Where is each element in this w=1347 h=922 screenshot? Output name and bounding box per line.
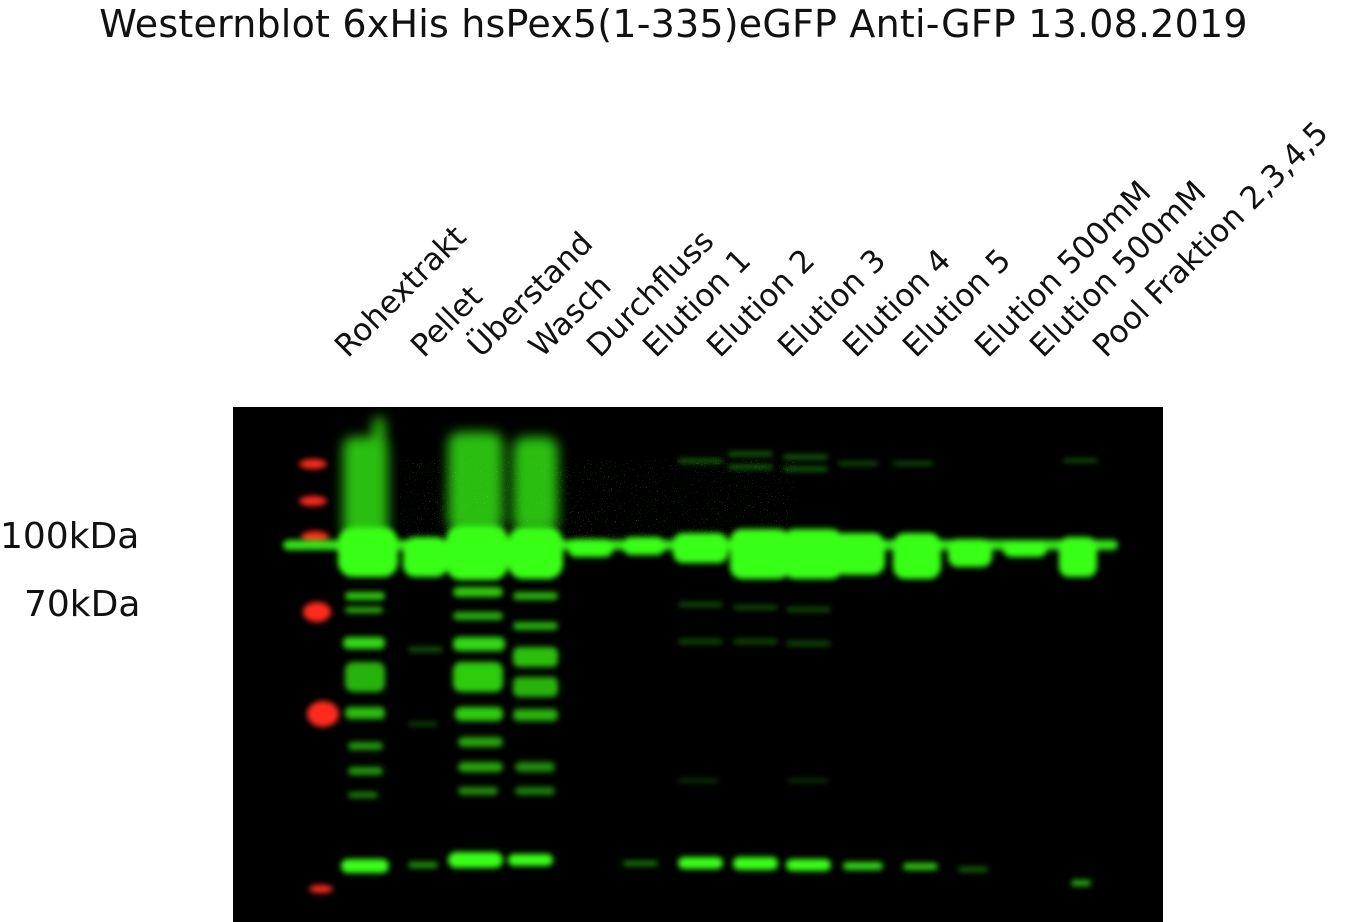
- bottom-band: [341, 852, 1091, 886]
- faint-elution-bands: [678, 602, 831, 782]
- main-band: [283, 525, 1118, 580]
- blot-title: Westernblot 6xHis hsPex5(1-335)eGFP Anti…: [99, 2, 1248, 46]
- upper-elution-bands: [678, 452, 1098, 471]
- marker-label-70kda: 70kDa: [24, 584, 141, 625]
- marker-label-100kda: 100kDa: [0, 516, 140, 557]
- lower-bands: [343, 587, 558, 798]
- ladder-bands: [299, 459, 339, 893]
- western-blot-image: [233, 407, 1163, 922]
